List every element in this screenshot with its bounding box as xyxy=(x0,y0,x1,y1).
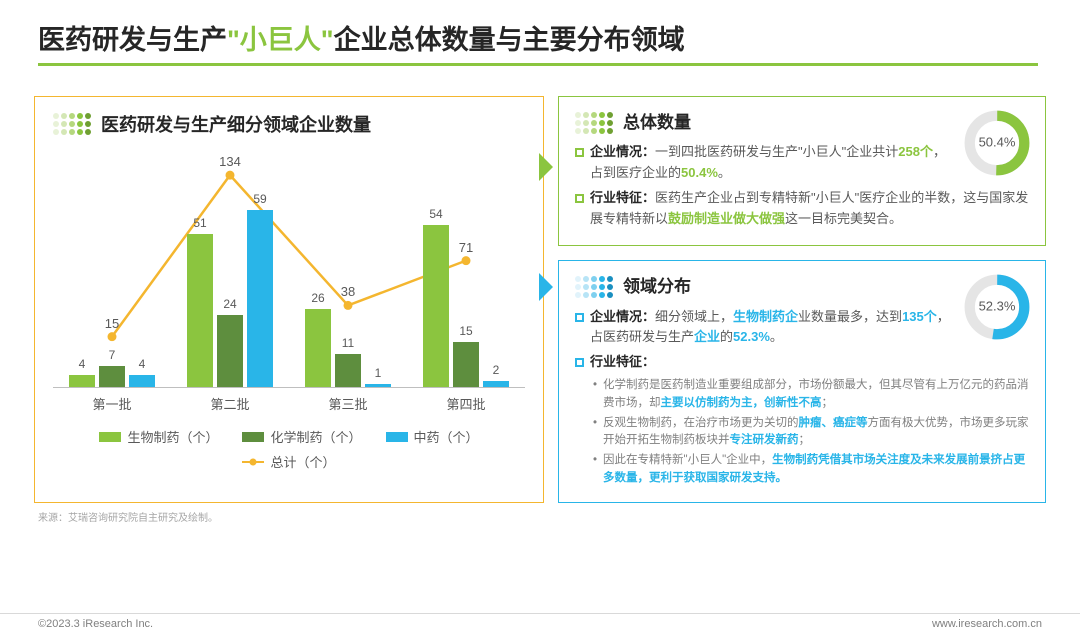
bar-value-label: 4 xyxy=(139,357,146,371)
content: 医药研发与生产细分领域企业数量 474512459261115415215134… xyxy=(0,76,1080,503)
dots-icon xyxy=(575,276,613,298)
page-title: 医药研发与生产"小巨人"企业总体数量与主要分布领域 xyxy=(38,18,685,57)
sub-bullet-2: 反观生物制药，在治疗市场更为关切的肿瘤、癌症等方面有极大优势，市场更多玩家开始开… xyxy=(593,415,1031,451)
bullet-icon xyxy=(575,313,584,322)
sub-bullet-1: 化学制药是医药制造业重要组成部分，市场份额最大，但其尽管有上万亿元的药品消费市场… xyxy=(593,377,1031,413)
bar-groups: 4745124592611154152151343871 xyxy=(53,157,525,387)
bar-value-label: 51 xyxy=(193,216,206,230)
bar-value-label: 4 xyxy=(79,357,86,371)
donut-field: 52.3% xyxy=(961,271,1033,343)
donut-total: 50.4% xyxy=(961,107,1033,179)
info-line-2: 行业特征：医药生产企业占到专精特新"小巨人"医疗企业的半数，这与国家发展专精特新… xyxy=(590,188,1031,230)
bar-bio: 4 xyxy=(69,375,95,387)
info-title: 领域分布 xyxy=(623,273,691,300)
title-underline xyxy=(38,63,1038,66)
bar-value-label: 15 xyxy=(459,324,472,338)
footer-url: www.iresearch.com.cn xyxy=(932,618,1042,630)
chart-legend: 生物制药（个） 化学制药（个） 中药（个） 总计（个） xyxy=(53,427,525,471)
arrow-icon xyxy=(539,153,553,181)
source-text: 来源：艾瑞咨询研究院自主研究及绘制。 xyxy=(38,509,1080,524)
info-line-2-label: 行业特征： xyxy=(590,352,1031,373)
bar-group: 512459 xyxy=(175,187,285,387)
bar-chem: 24 xyxy=(217,315,243,387)
legend-item-bio: 生物制药（个） xyxy=(99,427,218,446)
line-value-label: 134 xyxy=(219,154,241,169)
header: 医药研发与生产"小巨人"企业总体数量与主要分布领域 xyxy=(0,0,1080,76)
bullet-icon xyxy=(575,358,584,367)
chart-panel: 医药研发与生产细分领域企业数量 474512459261115415215134… xyxy=(34,96,544,503)
x-axis-label: 第三批 xyxy=(293,394,403,413)
legend-item-total: 总计（个） xyxy=(242,452,335,471)
line-value-label: 38 xyxy=(341,284,355,299)
donut-pct: 50.4% xyxy=(979,133,1016,154)
info-box-total: 总体数量 50.4% 企业情况：一到四批医药研发与生产"小巨人"企业共计258个… xyxy=(558,96,1046,246)
bar-value-label: 11 xyxy=(342,336,354,350)
chart-title: 医药研发与生产细分领域企业数量 xyxy=(101,111,371,137)
footer-copyright: ©2023.3 iResearch Inc. xyxy=(38,618,153,630)
bar-bio: 26 xyxy=(305,309,331,387)
bar-value-label: 59 xyxy=(253,192,266,206)
right-panel: 总体数量 50.4% 企业情况：一到四批医药研发与生产"小巨人"企业共计258个… xyxy=(558,96,1046,503)
footer: ©2023.3 iResearch Inc. www.iresearch.com… xyxy=(0,613,1080,630)
line-value-label: 15 xyxy=(105,316,119,331)
bar-value-label: 54 xyxy=(429,207,442,221)
bar-chem: 7 xyxy=(99,366,125,387)
bar-tcm: 2 xyxy=(483,381,509,387)
donut-pct: 52.3% xyxy=(979,297,1016,318)
bar-group: 474 xyxy=(57,187,167,387)
x-axis: 第一批第二批第三批第四批 xyxy=(53,387,525,413)
info-line-1: 企业情况：一到四批医药研发与生产"小巨人"企业共计258个，占到医疗企业的50.… xyxy=(590,142,951,184)
info-box-field: 领域分布 52.3% 企业情况：细分领域上，生物制药企业数量最多，达到135个，… xyxy=(558,260,1046,502)
arrow-icon xyxy=(539,273,553,301)
legend-item-tcm: 中药（个） xyxy=(386,427,479,446)
bar-value-label: 7 xyxy=(109,348,116,362)
dots-icon xyxy=(53,113,91,135)
bar-bio: 51 xyxy=(187,234,213,387)
dots-icon xyxy=(575,112,613,134)
sub-bullet-3: 因此在专精特新"小巨人"企业中，生物制药凭借其市场关注度及未来发展前景挤占更多数… xyxy=(593,452,1031,488)
title-pre: 医药研发与生产 xyxy=(38,25,227,55)
bar-value-label: 24 xyxy=(223,297,236,311)
bar-chem: 15 xyxy=(453,342,479,387)
bar-tcm: 4 xyxy=(129,375,155,387)
info-title: 总体数量 xyxy=(623,109,691,136)
bar-chem: 11 xyxy=(335,354,361,387)
bullet-icon xyxy=(575,194,584,203)
bar-group: 54152 xyxy=(411,187,521,387)
chart-area: 4745124592611154152151343871 第一批第二批第三批第四… xyxy=(53,157,525,447)
bar-value-label: 1 xyxy=(375,366,382,380)
line-value-label: 71 xyxy=(459,240,473,255)
legend-item-chem: 化学制药（个） xyxy=(242,427,361,446)
bar-bio: 54 xyxy=(423,225,449,387)
chart-title-row: 医药研发与生产细分领域企业数量 xyxy=(53,111,525,137)
sub-bullets: 化学制药是医药制造业重要组成部分，市场份额最大，但其尽管有上万亿元的药品消费市场… xyxy=(593,377,1031,488)
x-axis-label: 第一批 xyxy=(57,394,167,413)
info-line-1: 企业情况：细分领域上，生物制药企业数量最多，达到135个，占医药研发与生产企业的… xyxy=(590,307,951,349)
bullet-icon xyxy=(575,148,584,157)
x-axis-label: 第四批 xyxy=(411,394,521,413)
x-axis-label: 第二批 xyxy=(175,394,285,413)
bar-tcm: 1 xyxy=(365,384,391,387)
bar-tcm: 59 xyxy=(247,210,273,387)
title-post: 企业总体数量与主要分布领域 xyxy=(334,25,685,55)
bar-value-label: 26 xyxy=(311,291,324,305)
bar-value-label: 2 xyxy=(493,363,500,377)
title-green: "小巨人" xyxy=(227,25,334,55)
